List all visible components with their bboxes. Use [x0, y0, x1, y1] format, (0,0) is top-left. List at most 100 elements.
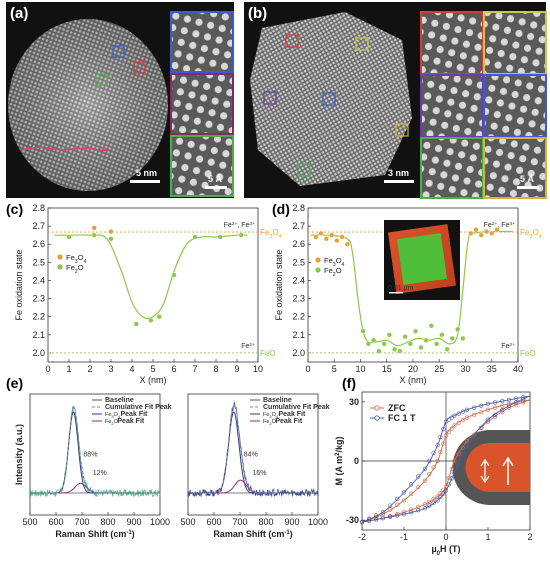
x-tick-label: 700: [74, 517, 89, 527]
x-tick-label: 4: [129, 364, 134, 374]
data-point-fe3o4: [344, 241, 350, 247]
x-tick-label: 6: [171, 364, 176, 374]
legend-marker: [374, 405, 380, 411]
fe3o4-peak-fit: [203, 411, 271, 494]
legend-marker: [57, 264, 63, 270]
data-point-zfc: [514, 402, 519, 408]
plot-frame: [187, 393, 319, 516]
fe3o4-peak-fit: [45, 411, 113, 494]
panel-label-c: (c): [6, 201, 23, 217]
chart-d: 0 5 10 15 20 25 30 35 40 2.0 2.1 2.2 2.3 2.4 2.5 2.6 2.7…: [274, 203, 542, 385]
data-point-fc: [435, 498, 440, 503]
x-tick-label: 15: [382, 364, 392, 374]
data-point-fe3o4: [108, 228, 114, 235]
data-point-fc: [472, 434, 477, 439]
panel-b: (b) 3 nm 5 Å: [244, 2, 547, 199]
y-tick-label: 2.8: [292, 203, 305, 213]
data-point-zfc: [472, 412, 477, 418]
eds-core-feo: [397, 233, 447, 285]
x-tick-label: 3: [108, 364, 113, 374]
x-axis-label: Raman Shift (cm-1): [55, 529, 134, 539]
data-point-fc: [485, 417, 491, 422]
data-point-fe2o: [413, 328, 419, 334]
data-point-fc: [479, 425, 484, 430]
fe2o-peak-fit: [45, 482, 113, 494]
x-tick-label: 0: [443, 532, 448, 542]
y-tick-label: 2.5: [32, 257, 45, 267]
data-point-fc: [506, 397, 512, 402]
panel-a: (a) 5 nm 5 Å: [6, 2, 234, 198]
core-shell-inner-right: [490, 443, 530, 492]
cumulative-fit: [45, 406, 113, 494]
data-point-fe3o4: [323, 236, 329, 242]
x-tick-label: 900: [284, 517, 299, 527]
data-point-fc: [464, 443, 470, 448]
data-point-fe2o: [407, 341, 413, 347]
eds-scale-bar: [389, 292, 403, 294]
data-point-fe2o: [192, 234, 198, 240]
data-point-fe3o4: [468, 230, 474, 236]
data-point-zfc: [409, 491, 414, 496]
data-point-zfc: [427, 471, 432, 477]
data-point-zfc: [435, 494, 440, 499]
region-box-blue: [112, 45, 125, 58]
data-point-fc: [409, 510, 414, 515]
data-point-zfc: [500, 410, 505, 415]
data-point-zfc: [500, 403, 505, 408]
data-point-fc: [446, 417, 451, 422]
data-point-fe3o4: [473, 227, 479, 233]
y-tick-label: 2.6: [32, 239, 45, 249]
data-point-fe2o: [133, 321, 139, 327]
panel-label-b: (b): [248, 5, 267, 22]
y-tick-label: 2.0: [32, 348, 45, 358]
inset-red-a: [170, 73, 234, 135]
reference-line-label: FeO: [520, 349, 536, 358]
data-point-zfc: [422, 502, 428, 507]
x-tick-label: 5: [332, 364, 337, 374]
data-point-zfc: [449, 426, 454, 431]
x-tick-label: 600: [48, 517, 63, 527]
scale-bar-b: [384, 180, 414, 183]
x-tick-label: 500: [22, 517, 37, 527]
y-tick-label: 2.4: [32, 275, 45, 285]
y-tick-label: 2.3: [292, 294, 305, 304]
data-point-fc: [449, 476, 454, 481]
data-point-fc: [409, 482, 414, 487]
data-point-fe3o4: [313, 234, 319, 240]
data-point-fc: [422, 506, 428, 511]
data-point-zfc: [388, 507, 393, 512]
y-tick-label: 2.6: [292, 239, 305, 249]
y-tick-label: 2.1: [32, 330, 45, 340]
legend-label: Baseline: [105, 397, 134, 404]
data-point-fe2o: [455, 326, 461, 332]
data-point-fe2o: [418, 344, 424, 351]
data-point-fe2o: [108, 236, 114, 242]
data-point-fc: [380, 510, 386, 515]
data-point-zfc: [431, 496, 436, 502]
data-point-fc: [416, 508, 421, 513]
data-point-zfc: [460, 418, 466, 423]
y-tick-label: 30: [349, 397, 359, 407]
data-point-fc: [506, 403, 512, 408]
data-point-fc: [367, 518, 372, 523]
legend-marker: [57, 254, 63, 260]
data-point-fc: [514, 400, 519, 405]
x-tick-label: 600: [206, 517, 221, 527]
legend-marker: [315, 257, 321, 263]
data-point-fc: [521, 395, 526, 400]
loop-upper-1: [361, 395, 531, 523]
data-point-fe2o: [156, 314, 162, 320]
inset-blue-a: [170, 11, 234, 73]
x-tick-label: 900: [126, 517, 141, 527]
x-tick-label: 10: [355, 364, 365, 374]
data-point-fc: [493, 400, 498, 405]
x-tick-label: -2: [358, 532, 366, 542]
inset-scale-label-b: 5 Å: [520, 174, 535, 184]
scale-bar-label-b: 3 nm: [388, 168, 409, 178]
data-point-zfc: [464, 439, 470, 444]
legend-label: Cumulative Fit Peak: [263, 404, 330, 411]
data-point-zfc: [441, 487, 446, 492]
legend-label: FC 1 T: [388, 413, 416, 423]
data-point-zfc: [485, 407, 491, 412]
data-point-fe3o4: [339, 234, 345, 240]
